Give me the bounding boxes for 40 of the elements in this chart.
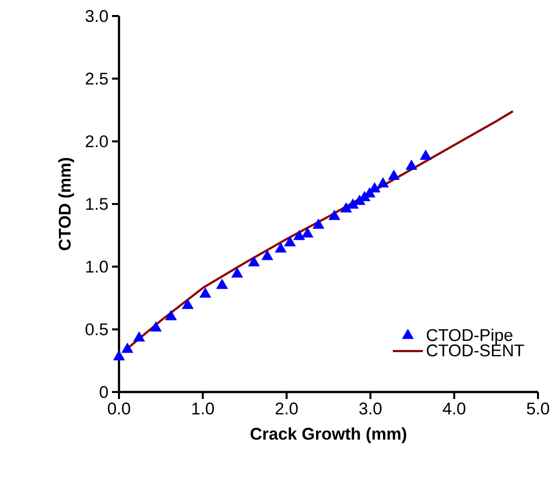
- point: [182, 298, 194, 309]
- point: [231, 267, 243, 278]
- y-tick-label: 1.5: [86, 198, 108, 210]
- point: [340, 202, 352, 212]
- x-tick-label: 3.0: [359, 402, 382, 415]
- x-tick-label: 5.0: [526, 402, 550, 415]
- point: [165, 310, 177, 320]
- point: [150, 321, 162, 332]
- x-axis-title: Crack Growth (mm): [250, 427, 406, 444]
- point: [346, 198, 359, 209]
- point: [274, 242, 287, 253]
- point: [293, 230, 305, 240]
- point: [122, 342, 134, 353]
- y-axis-title: CTOD (mm): [58, 158, 74, 250]
- point: [199, 288, 212, 298]
- point: [284, 236, 296, 246]
- point: [388, 170, 400, 180]
- y-tick-label: 1.0: [86, 260, 108, 273]
- y-tick-label: 0.5: [86, 323, 108, 336]
- point: [262, 250, 274, 260]
- point: [328, 210, 340, 220]
- y-tick-label: 3.0: [86, 10, 108, 22]
- x-tick-label: 2.0: [276, 402, 298, 415]
- point: [133, 331, 145, 342]
- point: [248, 256, 260, 266]
- point: [216, 278, 228, 289]
- point: [302, 227, 314, 238]
- legend-label: CTOD-Pipe: [426, 328, 512, 344]
- y-tick-label: 2.5: [86, 72, 108, 85]
- x-tick-label: 4.0: [442, 402, 466, 415]
- point: [377, 177, 389, 188]
- legend-label: CTOD-SENT: [426, 344, 524, 356]
- y-tick-label: 2.0: [86, 135, 108, 148]
- point: [406, 160, 418, 170]
- point: [312, 218, 324, 229]
- y-tick-label: 0: [100, 386, 108, 398]
- x-tick-label: 1.0: [192, 402, 214, 415]
- x-tick-label: 0.0: [108, 402, 130, 415]
- point: [113, 350, 125, 360]
- point: [420, 150, 432, 160]
